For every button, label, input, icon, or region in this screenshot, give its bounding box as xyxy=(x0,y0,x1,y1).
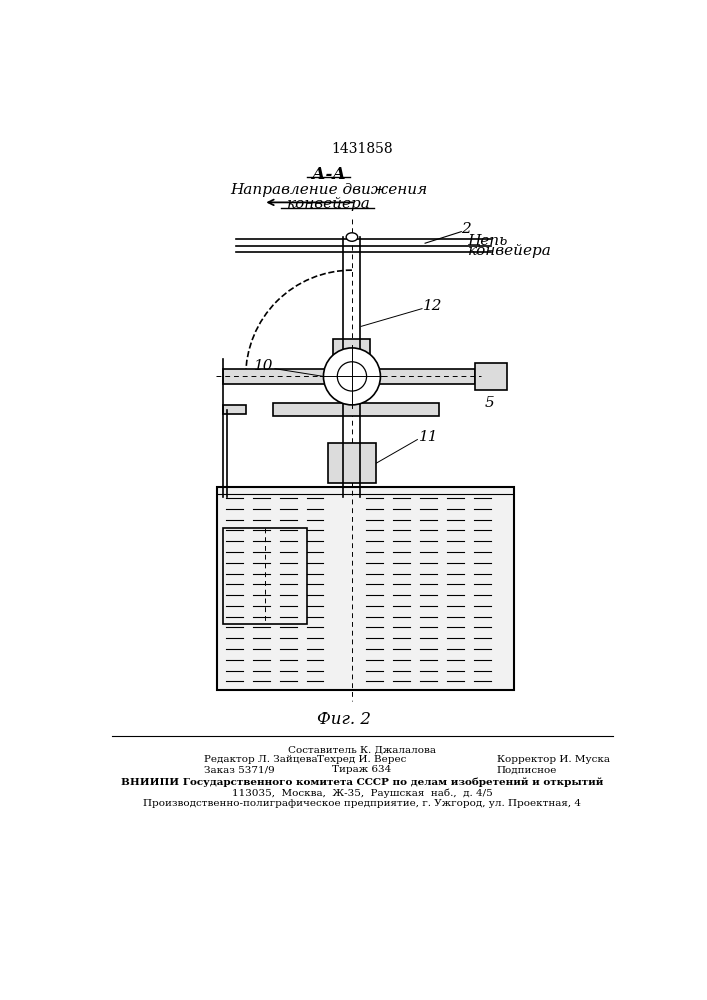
Text: Производственно-полиграфическое предприятие, г. Ужгород, ул. Проектная, 4: Производственно-полиграфическое предприя… xyxy=(143,799,581,808)
Ellipse shape xyxy=(346,233,358,241)
Circle shape xyxy=(337,362,366,391)
Text: ВНИИПИ Государственного комитета СССР по делам изобретений и открытий: ВНИИПИ Государственного комитета СССР по… xyxy=(121,778,603,787)
Bar xyxy=(217,487,514,690)
Text: Корректор И. Муска: Корректор И. Муска xyxy=(497,755,609,764)
Text: 2: 2 xyxy=(461,222,471,236)
Text: 12: 12 xyxy=(423,299,443,313)
Bar xyxy=(223,528,307,624)
Text: Фиг. 2: Фиг. 2 xyxy=(317,711,371,728)
Text: А-А: А-А xyxy=(312,166,346,183)
Bar xyxy=(475,363,508,390)
Bar xyxy=(328,443,376,483)
Text: Редактор Л. Зайцева: Редактор Л. Зайцева xyxy=(204,755,317,764)
Text: 113035,  Москва,  Ж-35,  Раушская  наб.,  д. 4/5: 113035, Москва, Ж-35, Раушская наб., д. … xyxy=(232,788,492,798)
Text: 10: 10 xyxy=(254,359,274,373)
Text: Заказ 5371/9: Заказ 5371/9 xyxy=(204,765,275,774)
Circle shape xyxy=(324,348,380,405)
Text: 11: 11 xyxy=(419,430,438,444)
Text: Составитель К. Джалалова: Составитель К. Джалалова xyxy=(288,745,436,754)
Text: Подписное: Подписное xyxy=(497,765,557,774)
Text: 1431858: 1431858 xyxy=(331,142,393,156)
Bar xyxy=(334,339,370,379)
Text: конвейера: конвейера xyxy=(467,244,551,258)
Text: Техред И. Верес: Техред И. Верес xyxy=(317,755,407,764)
Text: Тираж 634: Тираж 634 xyxy=(332,765,392,774)
Bar xyxy=(274,403,439,416)
Bar xyxy=(223,369,475,384)
Text: Цепь: Цепь xyxy=(467,234,508,248)
Text: Направление движения: Направление движения xyxy=(230,183,428,197)
Bar xyxy=(223,405,246,414)
Text: конвейера: конвейера xyxy=(287,197,370,211)
Text: 5: 5 xyxy=(484,396,494,410)
